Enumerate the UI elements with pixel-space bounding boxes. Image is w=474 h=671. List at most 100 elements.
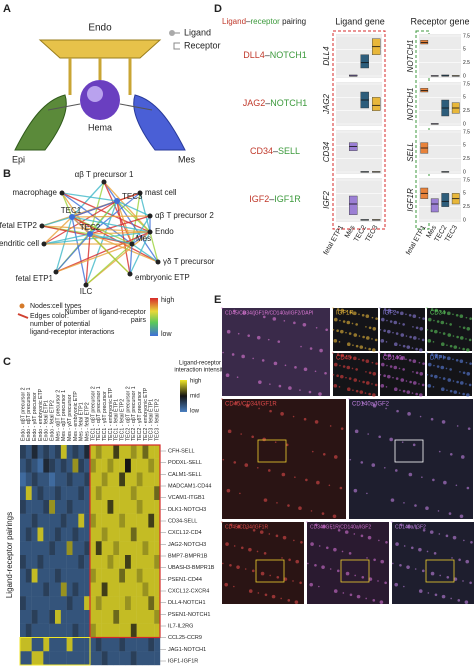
column-label: Endo - γδT precursor	[32, 392, 38, 441]
cell-dot	[395, 542, 399, 546]
heat-cell	[20, 582, 27, 597]
heat-cell	[25, 445, 32, 459]
cell-dot	[356, 594, 361, 599]
cell-dot	[267, 338, 270, 341]
cell-dot	[449, 368, 452, 371]
heat-cell	[60, 651, 67, 666]
cell-dot	[358, 313, 360, 316]
cell-dot	[368, 577, 373, 581]
cell-dot	[236, 376, 239, 379]
heat-cell	[31, 486, 38, 501]
legend-text: low	[190, 409, 200, 415]
cell-dot	[348, 332, 352, 335]
cell-dot	[325, 546, 329, 550]
cell-dot	[432, 478, 435, 482]
cell-dot	[245, 527, 248, 530]
edge	[89, 233, 159, 263]
cell-dot	[224, 582, 229, 587]
heat-cell	[107, 610, 114, 624]
heat-cell	[78, 527, 85, 542]
gene-label: NOTCH1	[406, 40, 415, 73]
heat-cell	[95, 486, 102, 501]
heat-cell	[101, 458, 108, 473]
cell-dot	[421, 476, 423, 479]
column-label: Endo - αβT precursor 2	[20, 387, 26, 441]
heat-cell	[107, 513, 114, 528]
cell-dot	[439, 310, 442, 313]
heat-cell	[43, 623, 50, 638]
cell-dot	[466, 371, 471, 376]
cell-dot	[412, 443, 416, 447]
row-label: DLK1-NOTCH3	[168, 507, 206, 513]
heat-cell	[20, 596, 27, 611]
label: Endo	[88, 23, 112, 34]
heat-cell	[84, 568, 91, 583]
cell-dot	[272, 317, 277, 321]
cell-dot	[392, 331, 394, 334]
cell-dot	[392, 376, 394, 379]
cell-dot	[299, 389, 301, 391]
cell-dot	[242, 311, 247, 315]
cell-dot	[396, 311, 399, 314]
heat-cell	[37, 541, 44, 556]
cell-dot	[333, 589, 338, 593]
label: Mes	[178, 154, 196, 164]
cell-dot	[399, 344, 401, 347]
heat-cell	[90, 596, 97, 611]
cell-dot	[339, 364, 341, 367]
cell-dot	[346, 387, 351, 392]
heat-cell	[125, 541, 132, 556]
cell-dot	[433, 364, 435, 367]
heat-cell	[55, 486, 62, 501]
cell-dot	[429, 530, 434, 534]
heat-cell	[113, 623, 120, 638]
cell-dot	[292, 580, 294, 582]
heat-cell	[49, 486, 56, 501]
cell-dot	[462, 326, 466, 330]
heat-cell	[125, 513, 132, 528]
heat-cell	[107, 458, 114, 473]
network: αβ T precursor 1 mast cell macrophage TEC3 α…	[0, 170, 215, 296]
column-label: Mes - embryonic ETP	[73, 391, 79, 441]
node-label: embryonic ETP	[135, 273, 190, 282]
cell-dot	[372, 348, 376, 352]
heat-cell	[130, 513, 137, 528]
cell-dot	[295, 559, 300, 564]
column-label: Mes - αβT precursor 2	[55, 390, 61, 441]
cell-dot	[342, 592, 345, 594]
cell-dot	[432, 386, 435, 388]
heat-cell	[154, 472, 161, 487]
cell-dot	[359, 345, 364, 349]
cell-dot	[402, 344, 406, 348]
cell-dot	[459, 314, 464, 319]
cell-dot	[453, 577, 458, 581]
cell-dot	[252, 528, 256, 532]
cell-dot	[434, 593, 438, 597]
micrograph-label: CD45/CD34/IGF1R	[225, 524, 268, 530]
cell-dot	[282, 535, 287, 540]
cell-dot	[426, 373, 429, 376]
cell-dot	[409, 380, 412, 384]
micrograph	[307, 522, 389, 604]
cell-dot	[466, 348, 470, 352]
heat-cell	[113, 541, 120, 556]
heat-cell	[31, 472, 38, 487]
heat-cell	[136, 596, 143, 611]
y-tick-label: 5	[463, 143, 466, 149]
cell-dot	[340, 308, 345, 313]
heat-cell	[113, 486, 120, 501]
cell-dot	[333, 362, 338, 367]
heat-cell	[130, 651, 137, 666]
heat-cell	[31, 651, 38, 666]
cell-dot	[433, 319, 435, 322]
micrograph-label: DAPI	[430, 356, 444, 362]
cell-dot	[399, 523, 403, 527]
cell-dot	[261, 359, 265, 362]
cell-dot	[422, 362, 425, 365]
heat-cell	[95, 596, 102, 611]
cell-dot	[248, 547, 252, 552]
row-label: IGF1-IGF1R	[168, 658, 198, 664]
cell-dot	[361, 358, 365, 362]
cell-dot	[336, 569, 340, 573]
cell-dot	[415, 527, 418, 530]
